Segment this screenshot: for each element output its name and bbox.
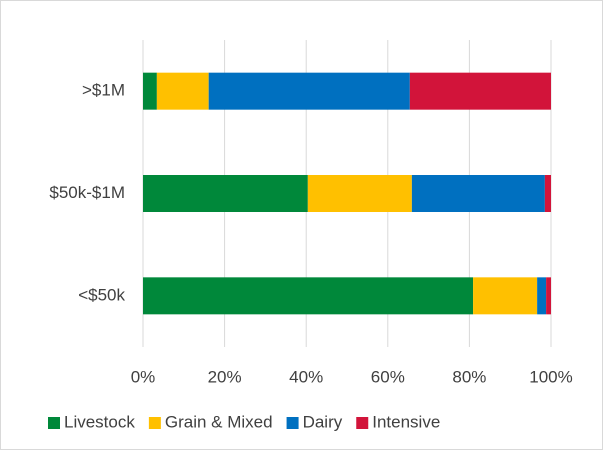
bar-segment: [156, 72, 209, 110]
x-tick-label: 0%: [131, 367, 156, 386]
x-tick-label: 40%: [289, 367, 323, 386]
bar-segment: [411, 175, 545, 212]
y-tick-label: >$1M: [82, 81, 125, 100]
legend-swatch: [148, 417, 161, 429]
bar-segment: [208, 72, 410, 110]
bar-segment: [409, 72, 551, 110]
x-tick-label: 80%: [452, 367, 486, 386]
legend-label: Intensive: [372, 412, 440, 431]
bar-segment: [473, 277, 538, 315]
bar-segment: [544, 175, 551, 212]
x-tick-label: 60%: [371, 367, 405, 386]
legend-swatch: [286, 417, 299, 429]
bar-segment: [307, 175, 412, 212]
bar-segment: [546, 277, 551, 315]
legend-label: Grain & Mixed: [165, 412, 273, 431]
x-tick-label: 100%: [529, 367, 572, 386]
bar-segment: [143, 277, 474, 315]
legend-label: Dairy: [303, 412, 343, 431]
x-tick-label: 20%: [208, 367, 242, 386]
legend-swatch: [48, 417, 60, 429]
legend-swatch: [356, 417, 369, 429]
legend-label: Livestock: [64, 412, 135, 431]
y-tick-label: $50k-$1M: [49, 183, 125, 202]
y-tick-label: <$50k: [78, 285, 125, 304]
bar-segment: [143, 175, 308, 212]
bar-segment: [143, 72, 157, 110]
bar-segment: [537, 277, 547, 315]
